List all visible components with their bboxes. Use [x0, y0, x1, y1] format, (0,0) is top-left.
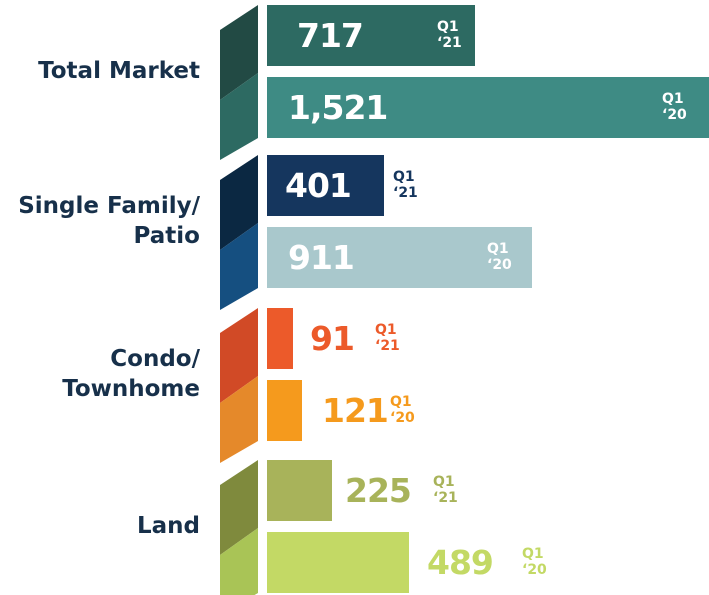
- value-label: 1,521: [288, 88, 388, 127]
- value-label: 911: [288, 238, 355, 277]
- value-label: 225: [345, 471, 412, 510]
- value-label: 489: [427, 543, 494, 582]
- period-label: Q1 ‘20: [390, 394, 415, 426]
- value-label: 121: [322, 391, 389, 430]
- value-label: 401: [285, 166, 352, 205]
- fold-shape: [220, 308, 258, 403]
- period-label: Q1 ‘20: [522, 546, 547, 578]
- period-label: Q1 ‘21: [375, 322, 400, 354]
- fold-shape: [220, 223, 258, 310]
- bar: [267, 77, 709, 138]
- fold-shape: [220, 528, 258, 595]
- category-label: Single Family/ Patio: [18, 193, 200, 249]
- category-label: Land: [136, 513, 200, 539]
- fold-shape: [220, 5, 258, 100]
- category-label: Total Market: [38, 58, 200, 84]
- period-label: Q1 ‘20: [662, 91, 687, 123]
- bar: [267, 532, 410, 593]
- period-label: Q1 ‘20: [487, 241, 512, 273]
- fold-shape: [220, 376, 258, 463]
- value-label: 91: [310, 319, 355, 358]
- period-label: Q1 ‘21: [433, 474, 458, 506]
- bar: [267, 380, 303, 441]
- bar: [267, 5, 476, 66]
- bar: [267, 308, 294, 369]
- bar: [267, 460, 333, 521]
- period-label: Q1 ‘21: [393, 169, 418, 201]
- fold-shape: [220, 73, 258, 160]
- fold-shape: [220, 155, 258, 250]
- bar: [267, 155, 384, 216]
- category-label: Condo/ Townhome: [62, 346, 200, 402]
- fold-shape: [220, 460, 258, 555]
- value-label: 717: [297, 16, 364, 55]
- period-label: Q1 ‘21: [437, 19, 462, 51]
- bar: [267, 227, 532, 288]
